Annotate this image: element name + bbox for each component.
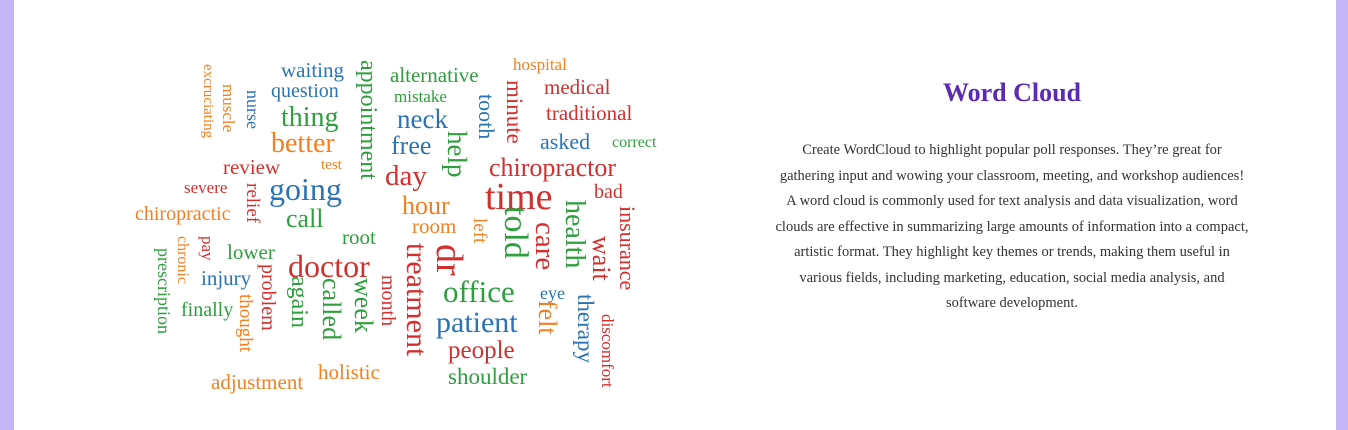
cloud-word-muscle: muscle xyxy=(219,84,238,133)
cloud-word-hour: hour xyxy=(402,191,450,220)
info-description: Create WordCloud to highlight popular po… xyxy=(775,142,1249,311)
cloud-word-doctor: doctor xyxy=(288,248,370,284)
cloud-word-waiting: waiting xyxy=(281,58,344,82)
cloud-word-injury: injury xyxy=(201,266,252,290)
cloud-word-told: told xyxy=(497,206,534,259)
cloud-word-alternative: alternative xyxy=(390,63,479,87)
cloud-word-question: question xyxy=(271,80,339,102)
cloud-word-appointment: appointment xyxy=(355,60,381,180)
word-cloud: waiting question excruciating muscle nurse th… xyxy=(14,0,674,430)
cloud-word-office: office xyxy=(443,274,515,309)
cloud-word-therapy: therapy xyxy=(573,294,598,363)
cloud-word-chronic: chronic xyxy=(174,236,191,284)
cloud-word-shoulder: shoulder xyxy=(448,364,528,389)
cloud-word-free: free xyxy=(391,131,432,160)
cloud-word-severe: severe xyxy=(184,178,228,197)
cloud-word-chiropractic: chiropractic xyxy=(135,203,231,225)
cloud-word-care: care xyxy=(529,222,561,271)
cloud-word-holistic: holistic xyxy=(318,360,380,384)
cloud-word-pay: pay xyxy=(198,236,217,261)
cloud-word-called: called xyxy=(317,278,346,341)
cloud-word-chiropractor: chiropractor xyxy=(489,153,617,182)
cloud-word-bad: bad xyxy=(594,181,623,203)
cloud-word-day: day xyxy=(385,160,427,192)
cloud-word-lower: lower xyxy=(227,240,275,264)
cloud-word-traditional: traditional xyxy=(546,101,633,125)
cloud-word-people: people xyxy=(448,337,515,364)
cloud-word-nurse: nurse xyxy=(243,90,263,129)
cloud-word-minute: minute xyxy=(502,80,527,144)
cloud-word-eye: eye xyxy=(540,283,565,303)
cloud-word-better: better xyxy=(271,128,335,159)
cloud-word-treatment: treatment xyxy=(400,243,433,357)
cloud-word-test: test xyxy=(321,157,342,173)
info-section: Word Cloud Create WordCloud to highlight… xyxy=(774,78,1250,317)
cloud-word-month: month xyxy=(377,275,399,327)
cloud-word-patient: patient xyxy=(436,306,518,339)
cloud-word-problem: problem xyxy=(257,264,279,331)
cloud-word-review: review xyxy=(223,155,281,179)
cloud-word-health: health xyxy=(559,200,590,269)
cloud-word-time: time xyxy=(485,176,553,218)
cloud-word-hospital: hospital xyxy=(513,55,567,74)
cloud-word-room: room xyxy=(412,214,457,238)
cloud-word-asked: asked xyxy=(540,129,591,154)
cloud-word-neck: neck xyxy=(397,104,448,134)
cloud-word-mistake: mistake xyxy=(394,87,447,106)
cloud-word-insurance: insurance xyxy=(615,206,640,291)
cloud-word-adjustment: adjustment xyxy=(211,370,304,394)
cloud-word-felt: felt xyxy=(533,300,562,335)
cloud-word-medical: medical xyxy=(544,75,611,99)
cloud-word-again: again xyxy=(286,276,312,328)
cloud-word-thought: thought xyxy=(235,294,256,353)
cloud-word-help: help xyxy=(442,131,472,178)
cloud-word-thing: thing xyxy=(281,102,339,133)
cloud-word-discomfort: discomfort xyxy=(598,314,617,388)
cloud-word-going: going xyxy=(269,171,342,207)
cloud-word-dr: dr xyxy=(428,244,470,276)
cloud-word-relief: relief xyxy=(242,183,263,224)
cloud-word-correct: correct xyxy=(612,134,657,151)
cloud-word-root: root xyxy=(342,225,376,249)
cloud-word-call: call xyxy=(286,204,324,233)
content-panel: waiting question excruciating muscle nurse th… xyxy=(14,0,1336,430)
cloud-word-finally: finally xyxy=(181,299,234,321)
cloud-word-excruciating: excruciating xyxy=(200,64,216,139)
info-title: Word Cloud xyxy=(943,78,1081,107)
cloud-word-wait: wait xyxy=(587,236,616,281)
cloud-word-left: left xyxy=(469,218,490,244)
cloud-word-prescription: prescription xyxy=(154,248,174,334)
cloud-word-week: week xyxy=(349,278,378,333)
cloud-word-tooth: tooth xyxy=(474,94,499,140)
